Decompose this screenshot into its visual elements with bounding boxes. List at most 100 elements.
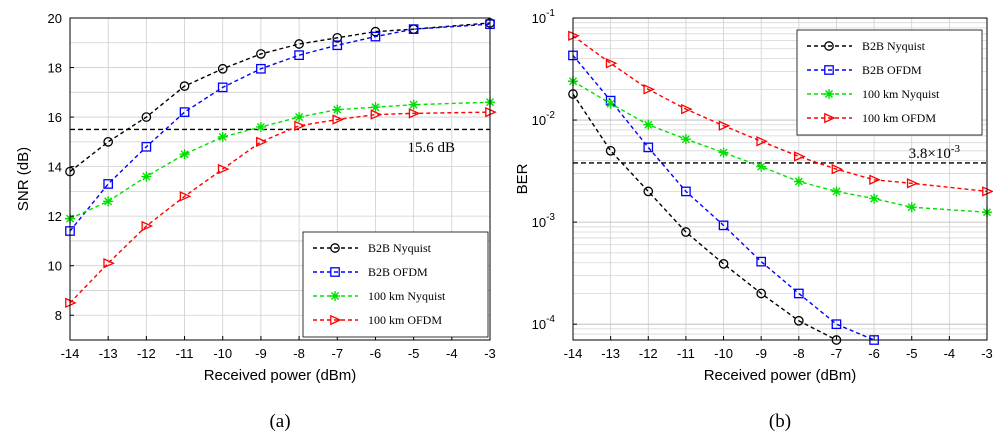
legend-swatch-marker	[824, 89, 834, 99]
x-tick-label: -9	[755, 346, 767, 361]
y-tick-base: 10	[532, 215, 546, 230]
data-point	[408, 99, 419, 110]
series-100-km-ofdm	[568, 30, 993, 197]
data-point	[681, 186, 691, 197]
data-point	[718, 220, 729, 231]
data-point	[332, 114, 345, 125]
panel-label: (a)	[269, 411, 290, 432]
x-tick-label: -14	[564, 346, 583, 361]
legend-label: B2B OFDM	[862, 63, 922, 77]
data-point	[793, 151, 806, 162]
data-point	[831, 164, 844, 175]
data-point	[681, 103, 693, 115]
series-line	[572, 54, 875, 341]
legend-label: 100 km OFDM	[862, 111, 936, 125]
x-tick-label: -13	[99, 346, 118, 361]
x-axis-label: Received power (dBm)	[704, 367, 857, 384]
data-point	[718, 120, 731, 131]
series-line	[69, 111, 491, 304]
threshold-label: 3.8×10-3	[909, 143, 961, 162]
series-line	[572, 80, 988, 213]
series-line	[572, 35, 988, 193]
data-point	[256, 63, 266, 74]
chart-panel-b: 3.8×10-3-14 -13 -12 -11 -10 -9 -8 -7 -6 -5 -4 -310-…	[514, 8, 993, 432]
y-tick-label: 10-1	[532, 8, 556, 26]
x-tick-label: -11	[176, 346, 194, 361]
x-tick-label: -8	[793, 346, 805, 361]
x-tick-label: -5	[906, 346, 918, 361]
x-tick-label: -12	[639, 346, 658, 361]
data-point	[643, 84, 656, 95]
x-tick-label: -9	[255, 346, 267, 361]
data-point	[103, 258, 115, 269]
x-tick-label: -4	[944, 346, 956, 361]
x-tick-label: -10	[714, 346, 733, 361]
data-point	[831, 319, 842, 330]
y-tick-base: 10	[532, 11, 546, 26]
x-tick-label: -3	[484, 346, 496, 361]
data-point	[103, 179, 114, 189]
y-tick-label: 10-4	[532, 314, 556, 332]
data-point	[756, 136, 768, 147]
legend-label: 100 km Nyquist	[862, 87, 940, 101]
y-axis-label: SNR (dB)	[15, 147, 32, 211]
x-tick-label: -8	[293, 346, 305, 361]
data-point	[831, 186, 842, 197]
y-tick-label: 10-3	[532, 212, 556, 230]
series-100-km-ofdm	[65, 106, 497, 309]
x-tick-label: -13	[601, 346, 620, 361]
x-tick-label: -11	[677, 346, 695, 361]
chart-panel-a: 15.6 dB -14 -13 -12 -11 -10 -9 -8 -7 -6 -5 -4 -3 8 10 1…	[15, 11, 497, 432]
y-tick-label: 12	[48, 209, 62, 224]
series-b2b-nyquist	[65, 18, 495, 177]
y-tick-label: 10-2	[532, 110, 556, 128]
data-point	[217, 63, 228, 74]
data-point	[332, 40, 343, 51]
data-point	[370, 26, 381, 37]
data-point	[179, 81, 190, 91]
data-point	[141, 171, 152, 182]
y-tick-label: 16	[48, 110, 62, 125]
legend: B2B Nyquist B2B OFDM 100 km Nyquist 100 km …	[302, 231, 489, 338]
data-point	[179, 191, 192, 202]
y-axis-label: BER	[514, 163, 531, 194]
data-point	[643, 142, 654, 153]
y-tick-label: 10	[48, 259, 62, 274]
x-tick-label: -6	[370, 346, 382, 361]
plot-frame	[69, 17, 491, 341]
data-point	[370, 109, 383, 120]
x-tick-label: -6	[868, 346, 880, 361]
legend-label: 100 km Nyquist	[368, 289, 446, 303]
data-point	[793, 288, 804, 299]
data-point	[643, 186, 654, 197]
legend-label: 100 km OFDM	[368, 313, 442, 327]
data-point	[680, 134, 691, 145]
data-point	[756, 288, 767, 299]
y-tick-exp: -4	[546, 314, 555, 325]
y-tick-exp: -3	[546, 212, 555, 223]
data-point	[906, 178, 919, 189]
data-point	[332, 104, 343, 115]
data-point	[256, 49, 266, 59]
threshold-label-exp: -3	[951, 143, 961, 155]
data-point	[141, 112, 152, 122]
y-tick-label: 20	[48, 11, 62, 26]
data-point	[605, 145, 616, 156]
data-point	[408, 24, 419, 34]
data-point	[793, 176, 804, 187]
y-tick-base: 10	[532, 317, 546, 332]
y-tick-exp: -2	[546, 110, 555, 121]
data-point	[718, 147, 729, 158]
series-line	[69, 23, 491, 232]
x-tick-label: -14	[61, 346, 80, 361]
legend-box	[302, 231, 489, 338]
y-tick-label: 18	[48, 61, 62, 76]
y-tick-label: 8	[55, 308, 62, 323]
threshold-label-base: 3.8×10	[909, 146, 951, 162]
data-point	[643, 119, 654, 130]
data-point	[255, 121, 266, 132]
y-tick-base: 10	[532, 113, 546, 128]
x-tick-label: -12	[137, 346, 156, 361]
data-point	[605, 98, 616, 109]
